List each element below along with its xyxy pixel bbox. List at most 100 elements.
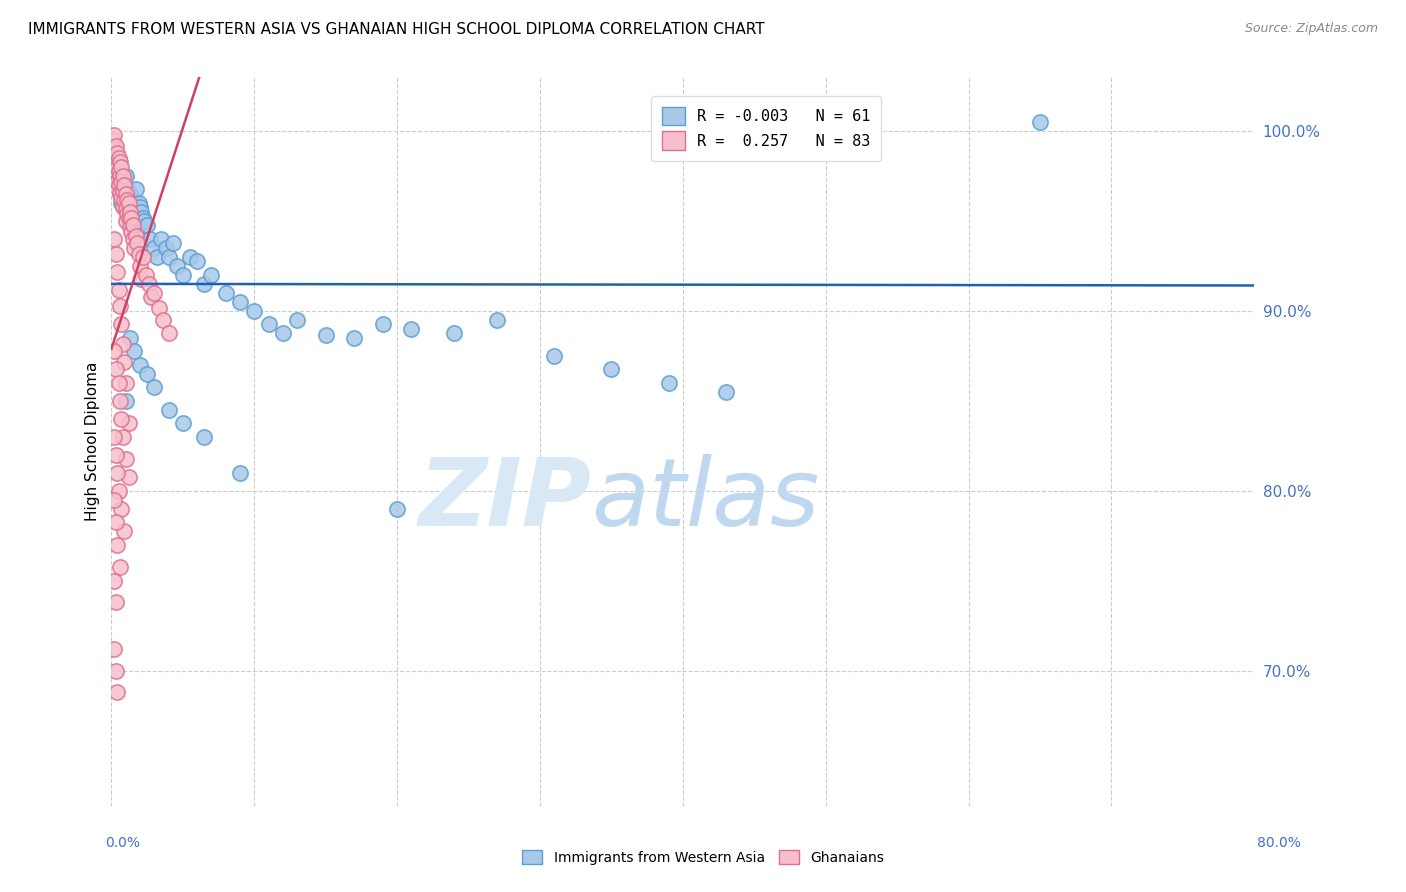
Point [110,412,132,426]
Point [443,326,465,340]
Point [105,145,128,160]
Point [104,515,127,529]
Text: 0.0%: 0.0% [105,836,141,850]
Point [115,193,138,207]
Point [114,394,136,409]
Point [112,169,135,184]
Point [658,376,681,390]
Point [343,331,366,345]
Point [103,642,125,657]
Point [117,469,139,483]
Point [401,322,423,336]
Point [121,218,143,232]
Point [141,290,163,304]
Point [114,202,136,216]
Point [131,272,153,286]
Text: 80.0%: 80.0% [1257,836,1301,850]
Point [115,207,138,221]
Point [114,376,136,390]
Point [122,241,145,255]
Point [186,253,208,268]
Point [136,218,159,232]
Point [104,361,127,376]
Point [600,361,623,376]
Point [172,268,194,283]
Point [118,205,141,219]
Point [127,235,149,250]
Point [114,187,136,202]
Point [172,416,194,430]
Point [162,235,184,250]
Point [114,169,136,184]
Point [104,164,127,178]
Point [105,685,128,699]
Point [114,451,136,466]
Point [243,304,266,318]
Point [110,175,132,189]
Point [285,313,308,327]
Point [112,354,135,368]
Point [143,380,166,394]
Point [105,538,128,552]
Point [148,301,170,315]
Point [108,155,131,169]
Point [110,161,132,175]
Point [112,193,135,207]
Point [486,313,509,327]
Point [193,277,215,292]
Y-axis label: High School Diploma: High School Diploma [86,362,100,521]
Point [105,161,128,175]
Point [105,466,128,480]
Point [129,358,152,372]
Point [131,205,153,219]
Point [114,214,136,228]
Point [103,128,125,142]
Point [125,182,148,196]
Point [118,331,141,345]
Point [103,232,125,246]
Point [103,430,125,444]
Point [104,138,127,153]
Text: atlas: atlas [592,454,820,545]
Point [104,152,127,166]
Point [229,466,252,480]
Point [135,268,157,283]
Point [215,286,238,301]
Point [108,299,131,313]
Point [125,228,148,243]
Point [107,164,129,178]
Text: IMMIGRANTS FROM WESTERN ASIA VS GHANAIAN HIGH SCHOOL DIPLOMA CORRELATION CHART: IMMIGRANTS FROM WESTERN ASIA VS GHANAIAN… [28,22,765,37]
Point [117,196,139,211]
Point [543,349,565,363]
Point [136,367,159,381]
Point [146,250,169,264]
Point [112,178,135,193]
Point [118,219,141,234]
Point [111,200,134,214]
Point [104,448,127,462]
Point [179,250,201,264]
Point [271,326,294,340]
Point [385,502,408,516]
Point [110,317,132,331]
Point [152,313,174,327]
Point [105,265,128,279]
Point [120,225,142,239]
Point [121,193,143,207]
Text: Source: ZipAtlas.com: Source: ZipAtlas.com [1244,22,1378,36]
Point [132,250,155,264]
Point [111,178,134,193]
Point [111,430,134,444]
Point [107,483,129,498]
Point [108,559,131,574]
Point [111,184,134,198]
Point [714,385,737,400]
Point [127,223,149,237]
Point [112,524,135,538]
Point [120,211,142,225]
Point [108,187,131,202]
Point [134,214,156,228]
Point [155,241,177,255]
Point [118,187,141,202]
Point [111,169,134,184]
